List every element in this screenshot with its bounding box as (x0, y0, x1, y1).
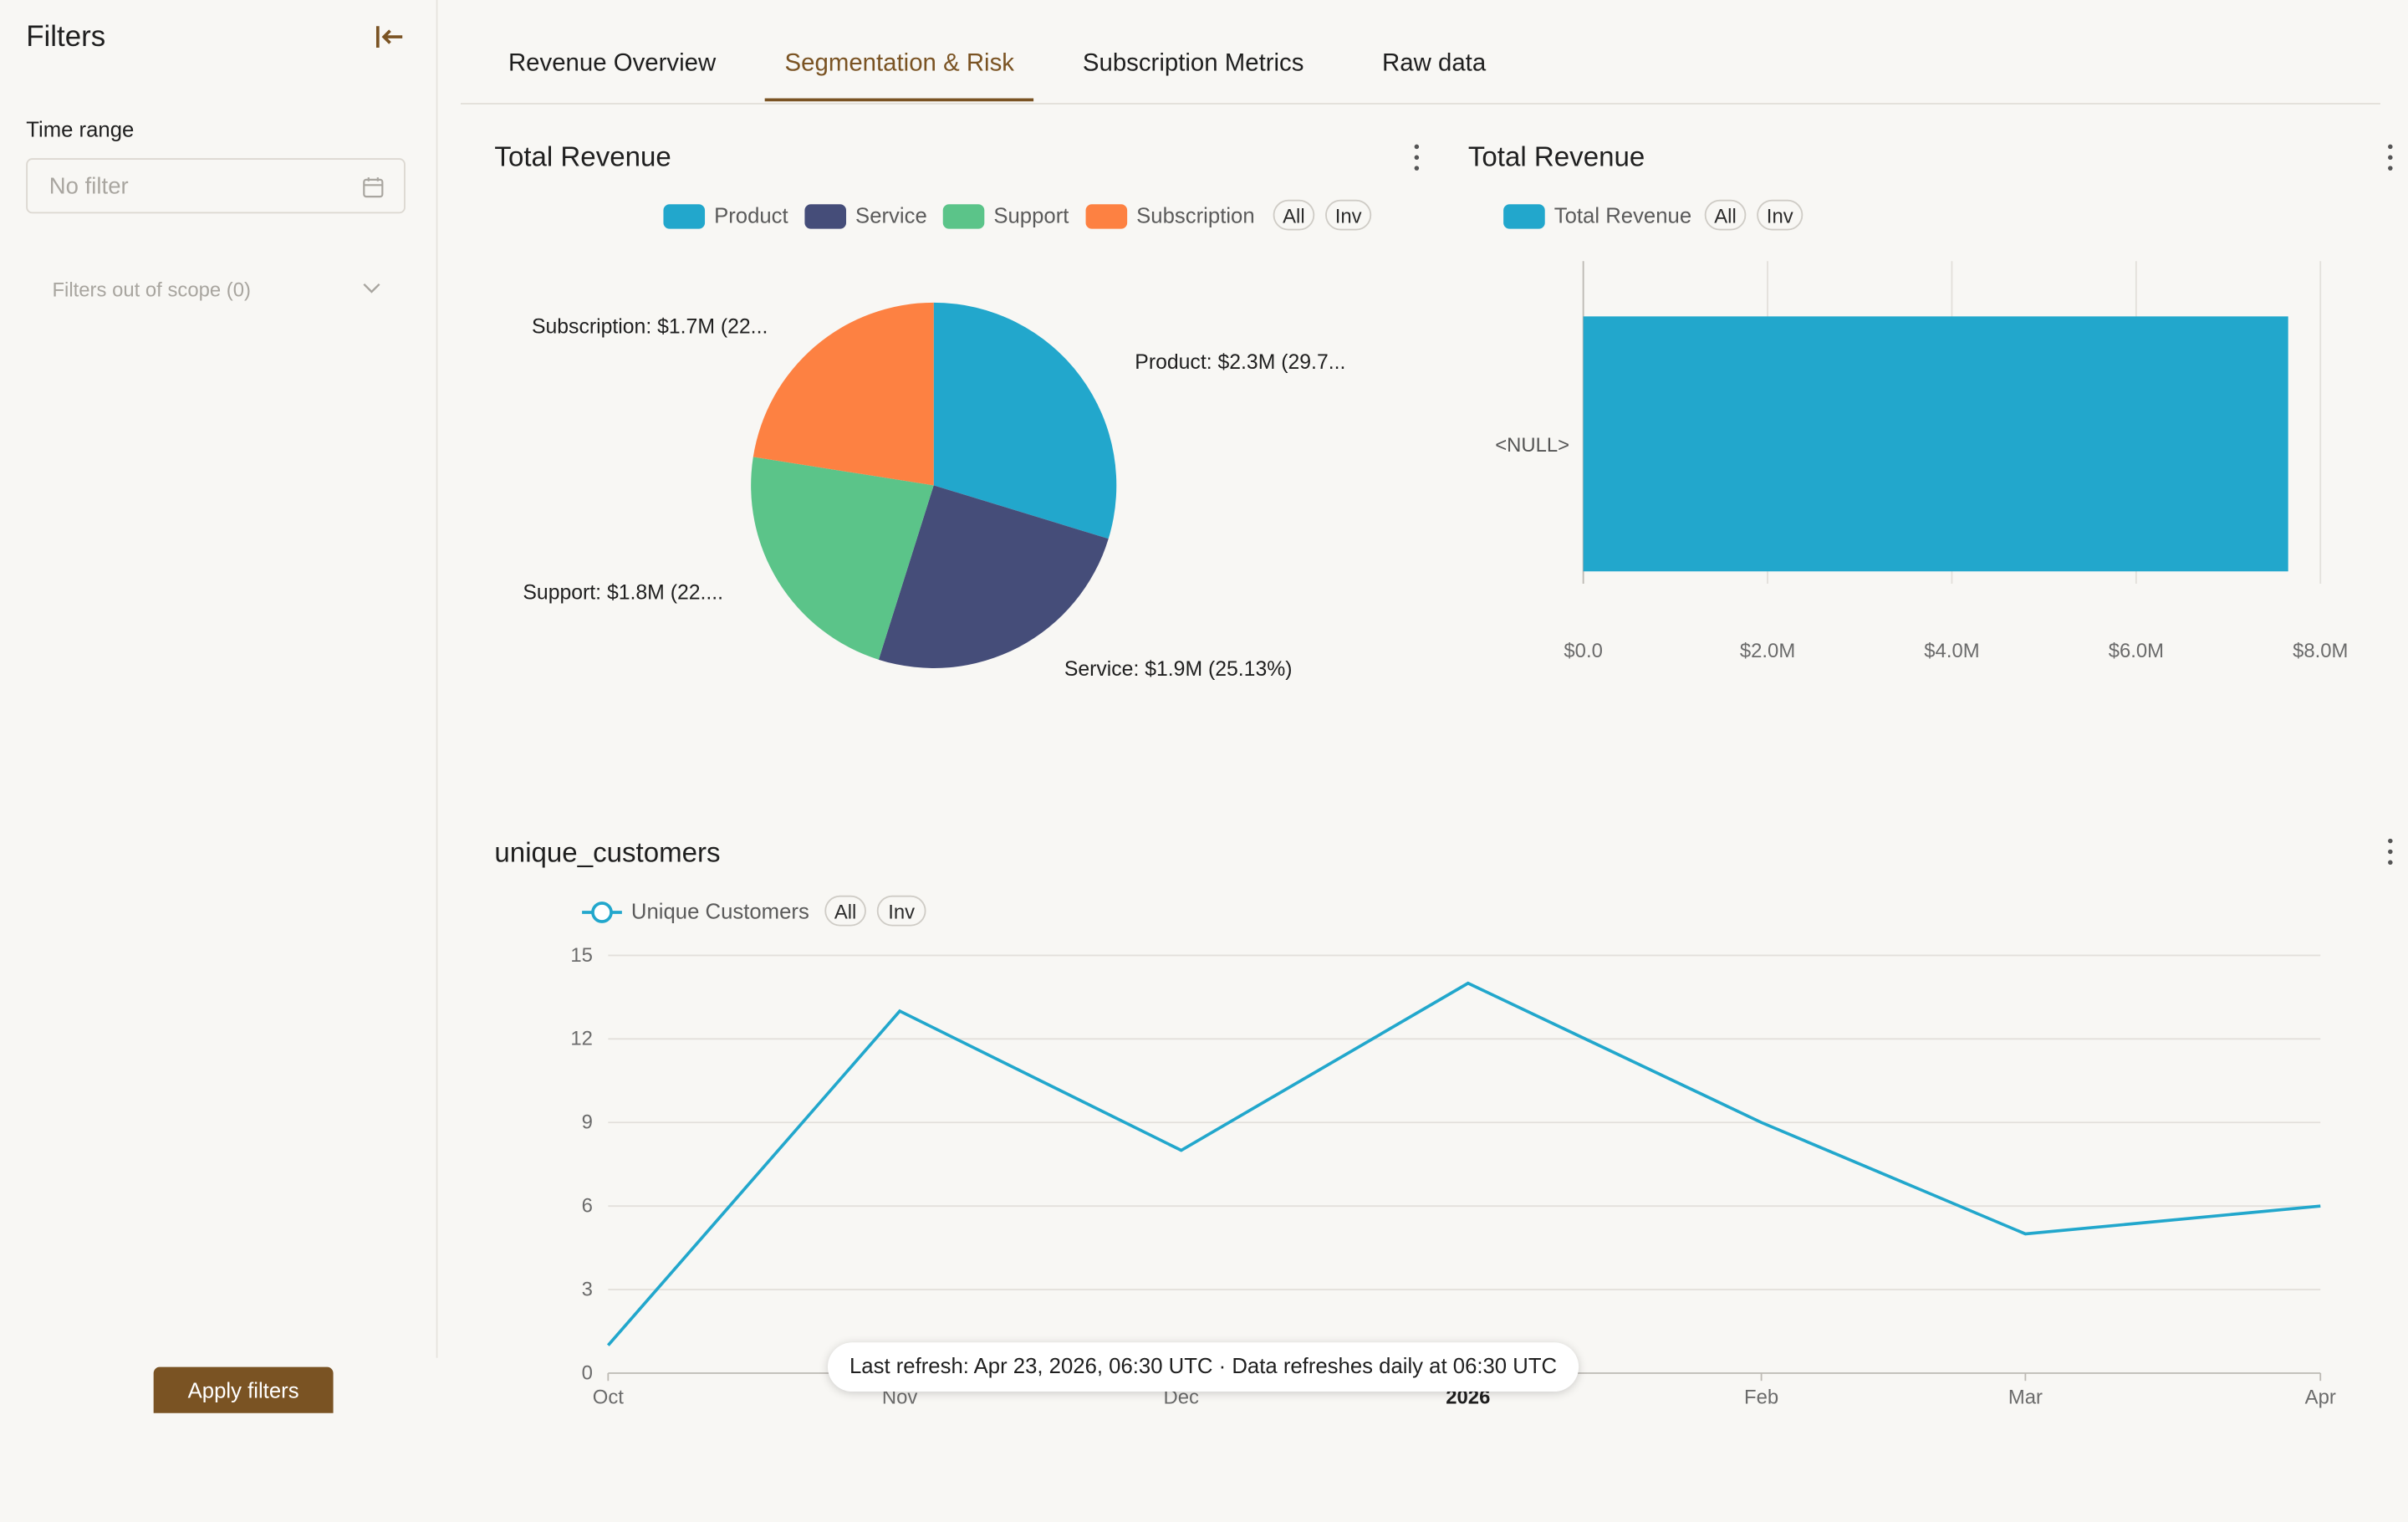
time-range-input[interactable]: No filter (26, 158, 406, 214)
line-y-tick-label: 6 (582, 1195, 593, 1218)
bar-x-tick-label: $6.0M (2109, 640, 2164, 662)
bar-x-tick-label: $4.0M (1924, 640, 1979, 662)
line-y-tick-label: 15 (570, 944, 593, 967)
line-series-unique-customers (606, 981, 2321, 1346)
bar-mark (1583, 316, 2288, 572)
legend-swatch-service (804, 204, 847, 229)
pie-card-menu-icon[interactable] (1411, 144, 1421, 172)
filters-out-of-scope-label: Filters out of scope (0) (52, 278, 251, 301)
legend-item-support[interactable]: Support (993, 202, 1069, 227)
legend-item-unique-customers[interactable]: Unique Customers (630, 898, 809, 923)
collapse-sidebar-icon[interactable] (373, 22, 404, 53)
tab-segmentation-risk[interactable]: Segmentation & Risk (784, 50, 1014, 77)
legend-swatch-subscription (1085, 204, 1128, 229)
time-range-placeholder: No filter (48, 173, 129, 200)
filters-sidebar: Filters Time range No filter Filters out… (0, 0, 438, 1358)
line-y-tick-label: 12 (570, 1028, 593, 1050)
line-chart-title: unique_customers (494, 837, 721, 868)
bar-chart: $0.0 $2.0M $4.0M $6.0M $8.0M <NULL> (1495, 261, 2348, 662)
line-y-tick-label: 9 (582, 1111, 593, 1134)
line-x-tick-label: Mar (2008, 1387, 2043, 1409)
tab-raw-data[interactable]: Raw data (1382, 50, 1487, 77)
legend-line-marker-icon (582, 901, 622, 923)
line-x-tick-label: Oct (593, 1387, 624, 1409)
pie-slice-subscription (752, 302, 934, 486)
pie-slice-product (933, 302, 1117, 539)
pie-legend-all-button[interactable]: All (1273, 199, 1315, 231)
bar-legend-all-button[interactable]: All (1704, 199, 1747, 231)
bar-legend-inv-button[interactable]: Inv (1757, 199, 1803, 231)
apply-filters-button[interactable]: Apply filters (153, 1366, 334, 1413)
legend-item-subscription[interactable]: Subscription (1136, 202, 1255, 227)
filters-title: Filters (26, 21, 106, 54)
filters-out-of-scope-toggle[interactable]: Filters out of scope (0) (52, 277, 380, 304)
pie-label-support: Support: $1.8M (22.... (523, 581, 723, 604)
pie-legend-inv-button[interactable]: Inv (1325, 199, 1372, 231)
bar-card-menu-icon[interactable] (2385, 144, 2394, 172)
refresh-status-toast: Last refresh: Apr 23, 2026, 06:30 UTC · … (827, 1342, 1579, 1392)
bar-category-label: <NULL> (1495, 434, 1569, 457)
line-legend-all-button[interactable]: All (824, 895, 866, 927)
pie-slice-support (751, 457, 934, 660)
legend-item-product[interactable]: Product (714, 202, 788, 227)
bar-x-tick-label: $8.0M (2293, 640, 2348, 662)
pie-label-service: Service: $1.9M (25.13%) (1064, 658, 1293, 681)
line-x-tick-label: Feb (1744, 1387, 1778, 1409)
chevron-down-icon (363, 283, 380, 294)
line-card-menu-icon[interactable] (2385, 838, 2394, 866)
line-legend-inv-button[interactable]: Inv (876, 895, 926, 927)
legend-swatch-support (942, 204, 985, 229)
bar-x-tick-label: $0.0 (1564, 640, 1602, 662)
pie-chart-title: Total Revenue (494, 140, 671, 172)
tab-revenue-overview[interactable]: Revenue Overview (508, 50, 717, 77)
time-range-label: Time range (26, 116, 135, 141)
legend-swatch-product (663, 204, 706, 229)
bar-chart-title: Total Revenue (1467, 140, 1645, 172)
pie-label-product: Product: $2.3M (29.7... (1135, 351, 1345, 374)
legend-swatch-total-revenue (1503, 204, 1545, 229)
bar-x-tick-label: $2.0M (1740, 640, 1795, 662)
tab-subscription-metrics[interactable]: Subscription Metrics (1082, 50, 1304, 77)
line-y-tick-label: 0 (582, 1361, 593, 1384)
line-x-tick-label: Apr (2305, 1387, 2336, 1409)
calendar-icon (363, 177, 384, 198)
legend-item-total-revenue[interactable]: Total Revenue (1553, 202, 1692, 227)
dashboard-tabs: Revenue Overview Segmentation & Risk Sub… (461, 0, 2380, 105)
pie-chart: Product: $2.3M (29.7... Service: $1.9M (2… (523, 302, 1345, 681)
active-tab-indicator (764, 98, 1034, 102)
line-y-tick-label: 3 (582, 1278, 593, 1300)
pie-label-subscription: Subscription: $1.7M (22... (532, 316, 768, 339)
legend-item-service[interactable]: Service (855, 202, 927, 227)
pie-slice-service (878, 485, 1109, 668)
